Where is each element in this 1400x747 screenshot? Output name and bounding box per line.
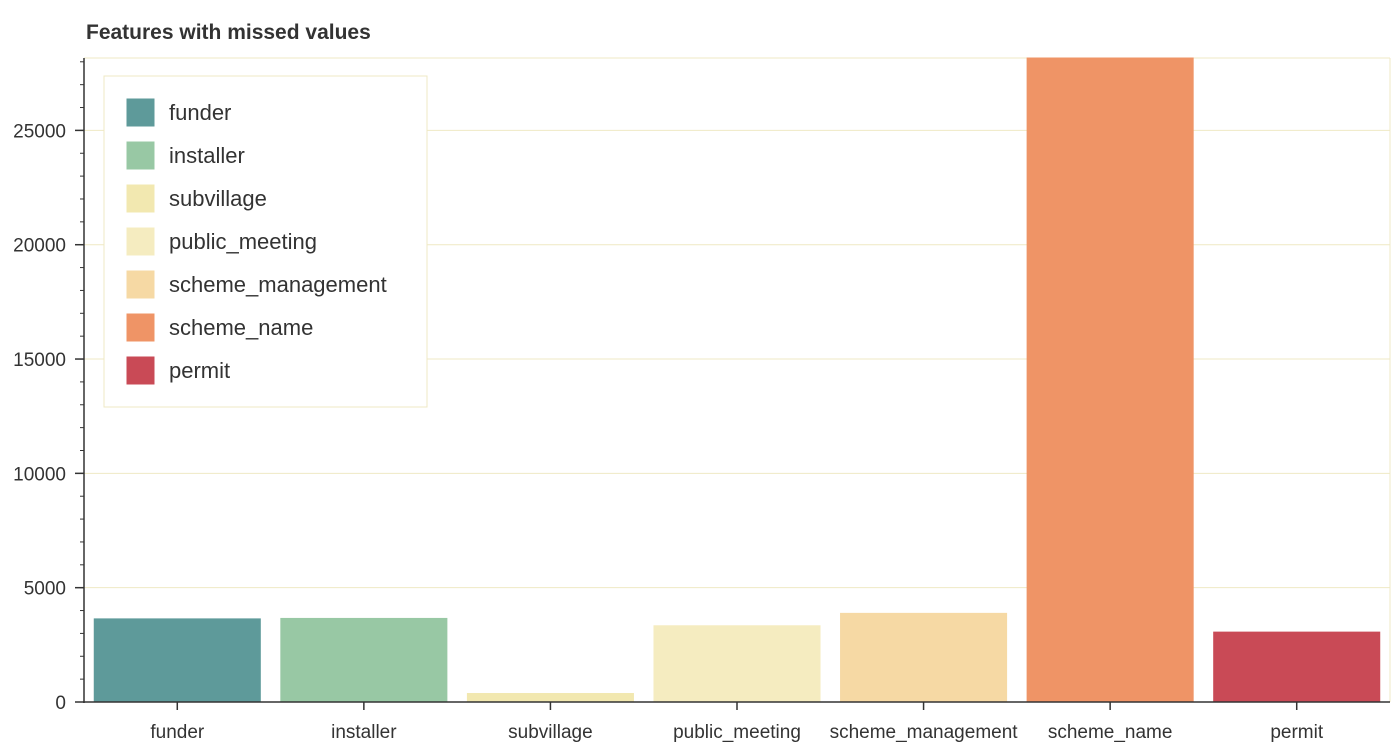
legend-label: permit [169, 358, 230, 383]
legend-swatch [126, 313, 155, 342]
legend-swatch [126, 98, 155, 127]
legend-label: scheme_name [169, 315, 313, 340]
bar [653, 625, 821, 703]
y-tick-label: 0 [55, 693, 66, 714]
legend-label: installer [169, 143, 245, 168]
legend-label: subvillage [169, 186, 267, 211]
bar [466, 693, 634, 703]
bar [1026, 57, 1194, 703]
y-tick-label: 25000 [13, 121, 66, 142]
legend-swatch [126, 227, 155, 256]
chart-title: Features with missed values [86, 21, 371, 44]
bars [93, 57, 1381, 703]
legend-swatch [126, 356, 155, 385]
bar [93, 618, 261, 703]
x-tick-label: scheme_management [830, 722, 1019, 743]
axes: 0 5000 10000 15000 20000 25000 funder installer… [13, 58, 1390, 743]
legend-swatch [126, 184, 155, 213]
x-tick-label: permit [1270, 722, 1324, 743]
bar [840, 612, 1008, 703]
x-tick-label: public_meeting [673, 722, 801, 743]
x-tick-label: installer [331, 722, 397, 743]
x-tick-label: scheme_name [1048, 722, 1173, 743]
y-tick-label: 15000 [13, 350, 66, 371]
legend-swatch [126, 270, 155, 299]
x-tick-label: funder [150, 722, 205, 743]
bar [1213, 631, 1381, 703]
y-tick-label: 5000 [24, 579, 66, 600]
legend-swatch [126, 141, 155, 170]
bar [280, 617, 448, 703]
legend-label: public_meeting [169, 229, 317, 254]
legend-box [103, 75, 428, 408]
legend-label: scheme_management [169, 272, 387, 297]
y-tick-label: 10000 [13, 464, 66, 485]
y-tick-label: 20000 [13, 236, 66, 257]
x-tick-label: subvillage [508, 722, 593, 743]
legend: funder installer subvillage public_meetings… [103, 75, 428, 408]
legend-label: funder [169, 100, 231, 125]
